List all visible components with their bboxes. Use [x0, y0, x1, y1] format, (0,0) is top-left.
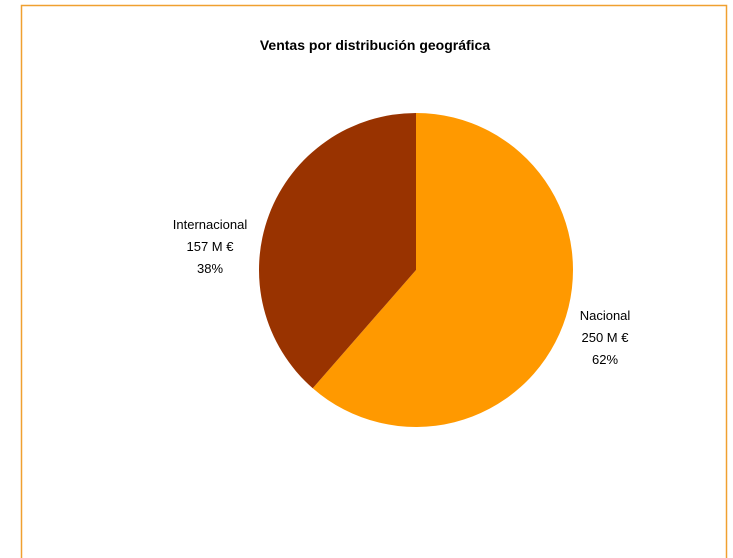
category-label: Internacional: [173, 217, 248, 232]
value-label: 157 M €: [187, 239, 235, 254]
data-label: Nacional 250 M € 62%: [580, 308, 631, 367]
pie-slice: [259, 113, 416, 389]
category-label: Nacional: [580, 308, 631, 323]
value-label: 250 M €: [582, 330, 630, 345]
pie-slice: [312, 113, 573, 428]
percent-label: 62%: [592, 352, 618, 367]
chart-title: Ventas por distribución geográfica: [260, 37, 490, 53]
percent-label: 38%: [197, 261, 223, 276]
data-label: Internacional 157 M € 38%: [173, 217, 248, 276]
